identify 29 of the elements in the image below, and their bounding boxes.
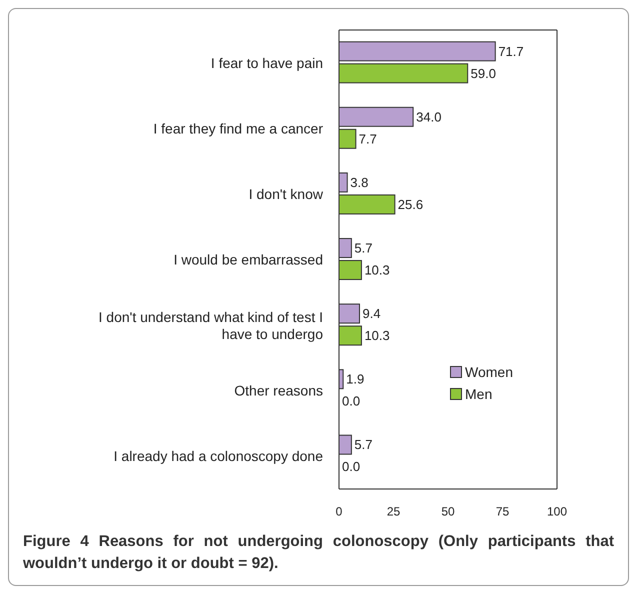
data-label: 9.4 bbox=[362, 306, 381, 322]
data-label: 34.0 bbox=[416, 109, 442, 124]
data-label: 10.3 bbox=[364, 328, 390, 344]
data-label: 5.7 bbox=[354, 240, 373, 256]
x-tick-label: 25 bbox=[386, 504, 400, 519]
y-tick-label: Other reasons bbox=[234, 382, 323, 399]
data-label: 0.0 bbox=[342, 459, 360, 474]
data-label: 59.0 bbox=[470, 66, 496, 81]
y-tick-label: I fear to have pain bbox=[210, 54, 323, 71]
x-tick-label: 75 bbox=[496, 504, 510, 519]
data-label: 10.3 bbox=[364, 262, 390, 278]
y-tick-label: I don't know bbox=[248, 186, 324, 202]
x-tick-label: 0 bbox=[336, 504, 343, 519]
data-label: 71.7 bbox=[498, 44, 524, 59]
legend-label: Women bbox=[465, 364, 513, 380]
data-label: 5.7 bbox=[354, 437, 373, 452]
y-tick-label: I already had a colonoscopy done bbox=[114, 448, 324, 464]
legend-label: Men bbox=[465, 386, 492, 402]
y-tick-label: I would be embarrassed bbox=[174, 252, 323, 268]
data-label: 3.8 bbox=[350, 174, 368, 190]
x-tick-label: 50 bbox=[441, 504, 455, 519]
data-label: 25.6 bbox=[398, 196, 424, 212]
x-tick-label: 100 bbox=[547, 504, 568, 519]
data-label: 7.7 bbox=[358, 131, 377, 146]
y-tick-label: I don't understand what kind of test I have to undergo bbox=[98, 309, 324, 342]
data-label: 0.0 bbox=[342, 394, 360, 409]
data-label: 1.9 bbox=[346, 372, 364, 387]
y-tick-label: I fear they find me a cancer bbox=[153, 120, 324, 136]
text: Figure 4 Reasons for not undergoing colonoscopy (Only participants that wouldn’t undergo it or doubt = 92). bbox=[22, 532, 615, 574]
